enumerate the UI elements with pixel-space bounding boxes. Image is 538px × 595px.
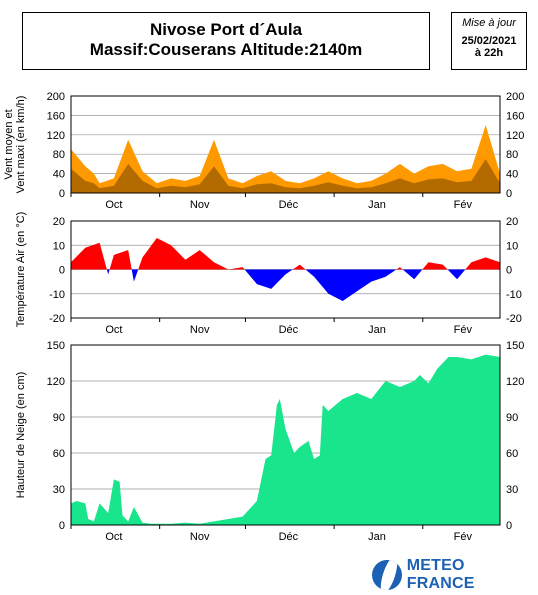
temp-frame: [70, 220, 501, 319]
temp-month-label: Oct: [105, 324, 122, 336]
snow-frame: [70, 344, 501, 526]
wind-y-tick-right: 160: [506, 110, 524, 122]
snow-y-tick-right: 120: [506, 376, 524, 388]
wind-y-tick-right: 40: [506, 169, 518, 181]
snow-y-tick-left: 30: [53, 484, 65, 496]
update-box: Mise à jour 25/02/2021 à 22h: [451, 12, 527, 70]
temp-y-tick-left: -20: [49, 313, 65, 325]
wind-month-label: Nov: [190, 199, 210, 211]
temp-negative-area: [71, 269, 500, 301]
snow-y-tick-left: 90: [53, 412, 65, 424]
temp-y-tick-right: -20: [506, 313, 522, 325]
wind-y-tick-left: 160: [47, 110, 65, 122]
snow-y-tick-left: 150: [47, 340, 65, 352]
wind-y-tick-right: 200: [506, 91, 524, 103]
update-time: à 22h: [474, 47, 504, 59]
snow-y-tick-left: 0: [59, 520, 65, 532]
meteo-france-logo: METEO FRANCE: [366, 557, 536, 592]
temp-month-label: Déc: [279, 324, 299, 336]
logo-text: METEO FRANCE: [406, 557, 475, 592]
wind-frame: [70, 95, 501, 194]
update-label: Mise à jour: [462, 17, 516, 29]
wind-mean-area: [71, 159, 500, 193]
station-subtitle: Massif:Couserans Altitude:2140m: [89, 40, 363, 59]
temp-y-tick-right: 10: [506, 240, 518, 252]
temp-y-tick-left: -10: [49, 289, 65, 301]
wind-y-tick-left: 0: [59, 188, 65, 200]
wind-y-tick-left: 40: [53, 169, 65, 181]
snow-y-tick-right: 90: [506, 412, 518, 424]
snow-y-tick-right: 60: [506, 448, 518, 460]
temp-y-tick-right: -10: [506, 289, 522, 301]
snow-y-tick-left: 120: [47, 376, 65, 388]
logo-icon: [372, 560, 402, 590]
wind-month-label: Jan: [368, 199, 386, 211]
temp-y-tick-left: 20: [53, 216, 65, 228]
wind-y-tick-left: 200: [47, 91, 65, 103]
temp-y-tick-right: 0: [506, 265, 512, 277]
snow-month-label: Jan: [368, 531, 386, 543]
wind-month-label: Oct: [105, 199, 122, 211]
temp-y-tick-left: 10: [53, 240, 65, 252]
wind-y-tick-left: 120: [47, 130, 65, 142]
snow-y-tick-right: 0: [506, 520, 512, 532]
temp-month-label: Jan: [368, 324, 386, 336]
wind-y-tick-right: 120: [506, 130, 524, 142]
wind-ylabel: Vent maxi (en km/h): [15, 96, 27, 194]
temp-month-label: Nov: [190, 324, 210, 336]
wind-month-label: Fév: [454, 199, 473, 211]
wind-y-tick-left: 80: [53, 149, 65, 161]
station-title: Nivose Port d´Aula: [149, 20, 303, 39]
update-date: 25/02/2021: [461, 35, 517, 47]
wind-month-label: Déc: [279, 199, 299, 211]
snow-y-tick-left: 60: [53, 448, 65, 460]
temp-ylabel: Température Air (en °C): [15, 212, 27, 328]
wind-y-tick-right: 80: [506, 149, 518, 161]
snow-ylabel: Hauteur de Neige (en cm): [15, 372, 27, 499]
wind-max-area: [71, 125, 500, 193]
snow-y-tick-right: 30: [506, 484, 518, 496]
temp-positive-area: [71, 238, 500, 270]
snow-depth-area: [71, 354, 500, 525]
snow-month-label: Oct: [105, 531, 122, 543]
wind-ylabel: Vent moyen et: [3, 109, 15, 179]
title-box: Nivose Port d´Aula Massif:Couserans Alti…: [22, 12, 430, 70]
snow-y-tick-right: 150: [506, 340, 524, 352]
temp-y-tick-left: 0: [59, 265, 65, 277]
snow-month-label: Nov: [190, 531, 210, 543]
temp-month-label: Fév: [454, 324, 473, 336]
snow-month-label: Déc: [279, 531, 299, 543]
snow-month-label: Fév: [454, 531, 473, 543]
temp-y-tick-right: 20: [506, 216, 518, 228]
wind-y-tick-right: 0: [506, 188, 512, 200]
